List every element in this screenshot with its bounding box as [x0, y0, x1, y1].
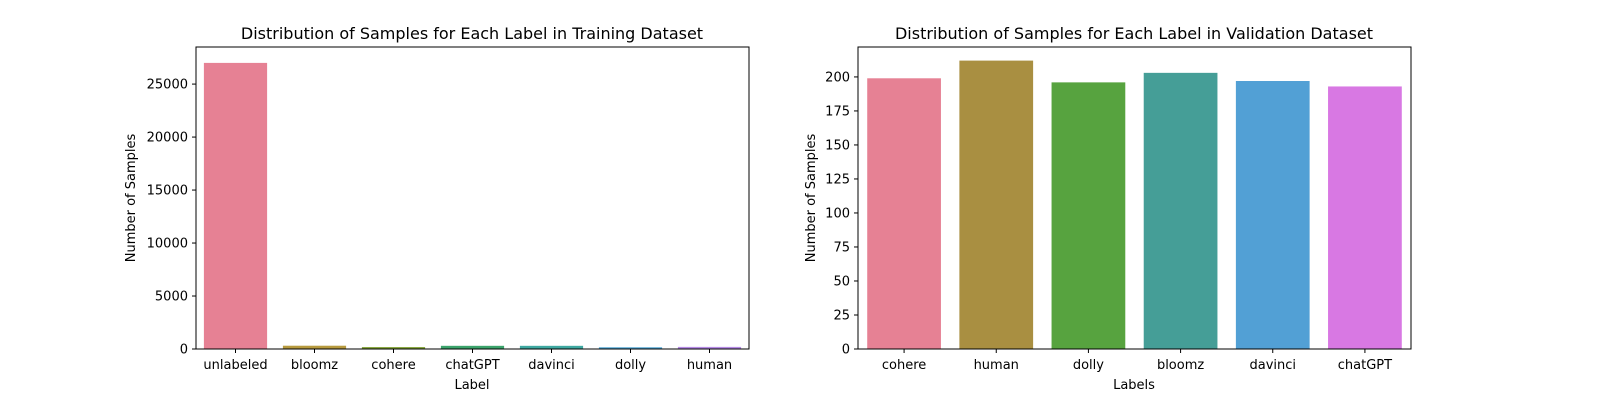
training-x-axis-label: Label: [454, 378, 489, 393]
validation-y-tick-label: 50: [833, 274, 850, 289]
training-x-tick-label: unlabeled: [203, 358, 267, 373]
training-chart-title: Distribution of Samples for Each Label i…: [241, 24, 703, 43]
validation-y-tick-label: 75: [833, 240, 850, 255]
validation-x-axis-label: Labels: [1113, 378, 1155, 393]
training-bar-bloomz: [282, 345, 347, 349]
training-x-tick-label: dolly: [615, 358, 646, 373]
validation-bar-bloomz: [1143, 72, 1218, 349]
training-x-tick-label: cohere: [371, 358, 415, 373]
validation-y-axis-label: Number of Samples: [804, 134, 819, 263]
training-x-tick-label: bloomz: [291, 358, 338, 373]
validation-x-tick-label: davinci: [1249, 358, 1296, 373]
validation-y-tick-label: 125: [825, 172, 850, 187]
validation-chart-title: Distribution of Samples for Each Label i…: [895, 24, 1373, 43]
training-bar-cohere: [361, 347, 426, 349]
training-bar-chatGPT: [440, 345, 505, 349]
training-y-tick-label: 25000: [147, 78, 188, 93]
validation-bar-dolly: [1051, 82, 1126, 349]
validation-y-tick-label: 25: [833, 308, 850, 323]
validation-x-tick-label: chatGPT: [1338, 358, 1392, 373]
training-y-tick-label: 10000: [147, 237, 188, 252]
validation-chart: Distribution of Samples for Each Label i…: [804, 24, 1412, 393]
training-y-tick-label: 20000: [147, 131, 188, 146]
training-bar-dolly: [598, 347, 663, 349]
training-bar-unlabeled: [203, 62, 268, 349]
training-bar-davinci: [519, 345, 584, 349]
training-x-tick-label: davinci: [528, 358, 575, 373]
validation-x-tick-label: bloomz: [1157, 358, 1204, 373]
validation-bar-cohere: [867, 78, 941, 349]
validation-y-tick-label: 200: [825, 70, 850, 85]
training-y-tick-label: 15000: [147, 184, 188, 199]
validation-bar-davinci: [1235, 81, 1310, 350]
validation-x-tick-label: dolly: [1073, 358, 1104, 373]
training-chart: Distribution of Samples for Each Label i…: [124, 24, 750, 393]
validation-y-tick-label: 175: [825, 104, 850, 119]
training-y-axis-label: Number of Samples: [124, 134, 139, 263]
validation-plot-frame: [857, 46, 1412, 350]
validation-x-tick-label: human: [974, 358, 1019, 373]
training-plot-frame: [195, 46, 750, 350]
training-x-tick-label: chatGPT: [445, 358, 499, 373]
training-y-tick-label: 0: [180, 343, 188, 358]
training-bar-human: [677, 346, 742, 349]
validation-y-tick-label: 0: [842, 343, 850, 358]
validation-y-tick-label: 150: [825, 138, 850, 153]
training-y-tick-label: 5000: [155, 290, 188, 305]
validation-x-tick-label: cohere: [882, 358, 926, 373]
validation-y-tick-label: 100: [825, 206, 850, 221]
training-x-tick-label: human: [687, 358, 732, 373]
validation-bar-human: [959, 60, 1034, 349]
validation-bar-chatGPT: [1328, 86, 1402, 350]
